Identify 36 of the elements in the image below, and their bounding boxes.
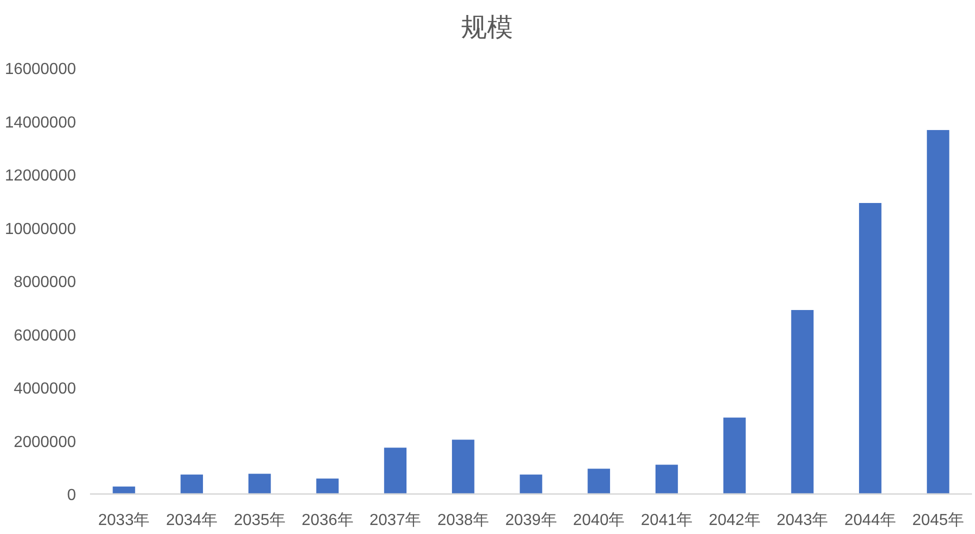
y-tick-label: 16000000 (4, 61, 76, 78)
x-tick-label: 2040年 (573, 512, 625, 529)
x-tick-label: 2041年 (640, 512, 692, 529)
x-tick-label: 2033年 (98, 512, 150, 529)
x-tick-label: 2034年 (166, 512, 218, 529)
y-tick-label: 12000000 (4, 168, 76, 184)
y-tick-label: 6000000 (14, 327, 76, 344)
x-tick-label: 2042年 (708, 512, 760, 529)
bar (926, 130, 950, 494)
bar (180, 474, 203, 494)
bar (520, 474, 542, 494)
x-tick-label: 2043年 (776, 512, 828, 529)
bar (723, 418, 746, 494)
x-tick-label: 2044年 (844, 512, 896, 529)
x-tick-label: 2035年 (234, 512, 286, 529)
bar (588, 468, 610, 494)
bar (384, 448, 406, 494)
chart-title: 规模 (461, 12, 513, 42)
bar (791, 310, 814, 494)
bar (316, 478, 339, 494)
y-tick-label: 14000000 (4, 114, 76, 132)
y-tick-label: 0 (67, 487, 76, 504)
x-tick-label: 2036年 (302, 512, 354, 529)
x-tick-label: 2037年 (370, 512, 422, 529)
bar (859, 202, 882, 494)
y-tick-label: 2000000 (14, 434, 76, 451)
y-tick-label: 4000000 (14, 380, 76, 398)
bar (452, 440, 474, 494)
bar (112, 486, 136, 494)
bar (656, 464, 678, 494)
bar (248, 474, 271, 494)
x-tick-label: 2039年 (505, 512, 557, 529)
x-tick-label: 2045年 (912, 512, 964, 529)
y-tick-label: 10000000 (4, 220, 76, 238)
y-tick-label: 8000000 (14, 274, 76, 291)
x-tick-label: 2038年 (437, 512, 489, 529)
